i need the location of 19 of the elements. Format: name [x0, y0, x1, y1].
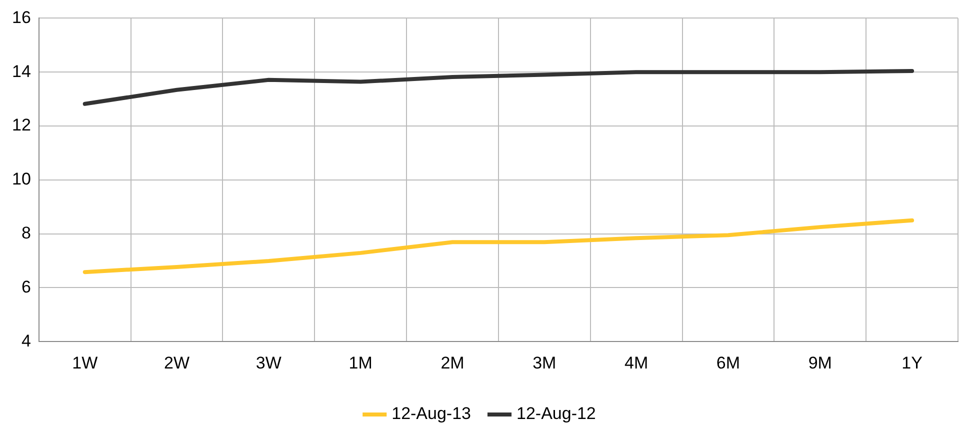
- x-tick-label: 1Y: [902, 353, 922, 372]
- x-tick-label: 6M: [716, 353, 740, 372]
- y-tick-label: 8: [21, 223, 31, 242]
- x-tick-label: 2W: [164, 353, 190, 372]
- y-tick-label: 10: [12, 170, 31, 189]
- x-tick-label: 4M: [624, 353, 648, 372]
- y-tick-label: 4: [21, 331, 31, 350]
- y-tick-label: 14: [12, 62, 31, 81]
- y-tick-label: 12: [12, 116, 31, 135]
- x-tick-label: 2M: [440, 353, 464, 372]
- x-tick-label: 1M: [348, 353, 372, 372]
- y-tick-label: 6: [21, 277, 31, 296]
- legend-label: 12-Aug-12: [516, 404, 596, 424]
- x-tick-label: 3W: [256, 353, 282, 372]
- x-tick-label: 1W: [72, 353, 98, 372]
- legend-label: 12-Aug-13: [392, 404, 471, 424]
- x-tick-label: 9M: [808, 353, 832, 372]
- y-tick-label: 16: [12, 8, 31, 27]
- x-tick-label: 3M: [532, 353, 556, 372]
